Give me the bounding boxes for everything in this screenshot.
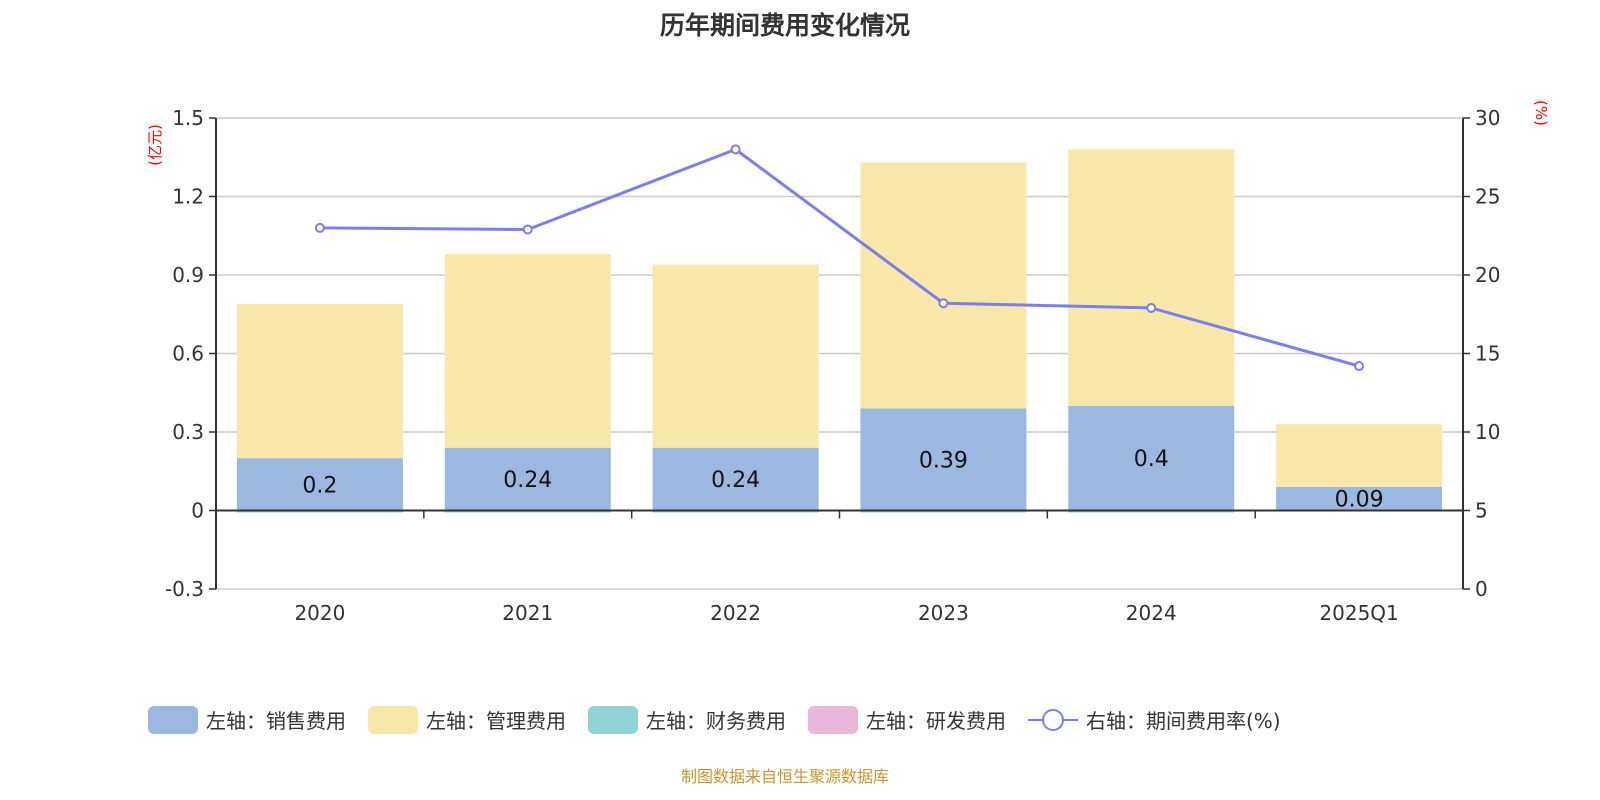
bar-value-label: 0.39 [919, 448, 968, 473]
rate-point [730, 144, 741, 155]
rate-point [1354, 361, 1365, 372]
bar-segment-0 [236, 458, 403, 511]
left-axis-tick-label: 0.9 [172, 263, 204, 287]
legend-swatch [368, 705, 418, 734]
bar-segment-1 [1276, 424, 1443, 487]
legend-swatch [808, 705, 858, 734]
legend: 左轴：销售费用 左轴：管理费用 左轴：财务费用 左轴：研发费用 右轴：期间费用率… [148, 705, 1303, 734]
x-axis-label: 2023 [918, 601, 969, 625]
legend-item-rnd[interactable]: 左轴：研发费用 [808, 705, 1006, 734]
bar-segment-1 [652, 264, 819, 448]
right-axis-tick-label: 25 [1475, 185, 1500, 209]
legend-label: 左轴：财务费用 [646, 709, 786, 733]
legend-item-finance[interactable]: 左轴：财务费用 [588, 705, 786, 734]
bar-segment-1 [860, 162, 1027, 409]
left-axis-tick-label: 1.5 [172, 106, 204, 130]
source-note: 制图数据来自恒生聚源数据库 [680, 767, 889, 786]
bar-segment-0 [1068, 405, 1235, 511]
legend-label: 左轴：研发费用 [866, 709, 1006, 733]
right-axis-tick-label: 0 [1475, 577, 1488, 601]
legend-item-sales[interactable]: 左轴：销售费用 [148, 705, 346, 734]
right-axis-tick-label: 15 [1475, 342, 1500, 366]
bar-value-label: 0.4 [1134, 447, 1169, 472]
bar-value-label: 0.2 [302, 473, 337, 498]
right-axis-tick-label: 20 [1475, 263, 1500, 287]
legend-item-admin[interactable]: 左轴：管理费用 [368, 705, 566, 734]
x-axis-label: 2025Q1 [1319, 601, 1398, 625]
x-axis-label: 2024 [1126, 601, 1177, 625]
left-axis-tick-label: 1.2 [172, 185, 204, 209]
rate-line [319, 147, 1360, 368]
bar-segment-0 [652, 447, 819, 511]
rate-point [522, 224, 533, 235]
rate-point [314, 222, 325, 233]
legend-label: 左轴：销售费用 [206, 709, 346, 733]
x-axis-label: 2022 [710, 601, 761, 625]
rate-point [938, 298, 949, 309]
legend-label: 左轴：管理费用 [426, 709, 566, 733]
legend-label: 右轴：期间费用率(%) [1086, 709, 1281, 733]
right-axis-tick-label: 10 [1475, 420, 1500, 444]
bar-segment-1 [444, 254, 611, 448]
bar-segment-1 [1068, 149, 1235, 406]
left-axis-tick-label: 0.3 [172, 420, 204, 444]
right-axis-unit: (%) [1532, 100, 1550, 126]
right-axis-tick-label: 30 [1475, 106, 1500, 130]
bar-value-label: 0.24 [503, 468, 552, 493]
bar-segment-1 [236, 303, 403, 459]
chart-title: 历年期间费用变化情况 [659, 11, 910, 40]
left-axis-tick-label: 0.6 [172, 342, 204, 366]
left-axis-unit: (亿元) [146, 124, 164, 166]
bar-segment-0 [860, 408, 1027, 511]
left-axis-tick-label: 0 [191, 499, 204, 523]
rate-point [1146, 302, 1157, 313]
right-axis-tick-label: 5 [1475, 499, 1488, 523]
left-axis-tick-label: -0.3 [165, 577, 204, 601]
bar-segment-0 [444, 447, 611, 511]
x-axis-label: 2021 [502, 601, 553, 625]
bar-value-label: 0.24 [711, 468, 760, 493]
bar-value-label: 0.09 [1335, 488, 1384, 513]
bar-segment-0 [1276, 486, 1443, 511]
x-axis-label: 2020 [294, 601, 345, 625]
legend-line-marker-icon [1028, 706, 1078, 734]
legend-item-rate[interactable]: 右轴：期间费用率(%) [1028, 705, 1281, 734]
legend-swatch [148, 705, 198, 734]
legend-swatch [588, 705, 638, 734]
